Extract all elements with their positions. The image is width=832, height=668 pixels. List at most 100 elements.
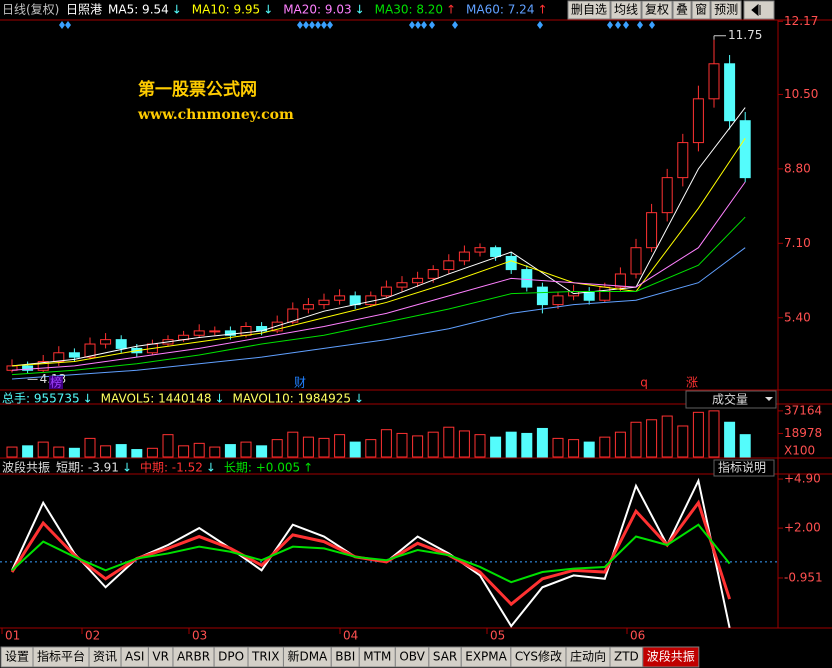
legend-trend: ↓ bbox=[122, 461, 132, 475]
volume-bar bbox=[37, 441, 49, 458]
y-tick-label: 12.17 bbox=[784, 14, 818, 28]
nav-icon bbox=[751, 3, 761, 17]
tab[interactable]: CYS修改 bbox=[515, 649, 562, 664]
candle-body bbox=[490, 247, 502, 257]
tab[interactable]: TRIX bbox=[251, 650, 279, 664]
toolbar-button[interactable]: 叠 bbox=[676, 3, 688, 17]
watermark-url: www.chnmoney.com bbox=[137, 107, 294, 123]
legend-item: MA60: 7.24 bbox=[466, 3, 534, 17]
osc-legend: 长期: +0.005 bbox=[224, 461, 300, 475]
volume-bar bbox=[536, 427, 548, 458]
candle-body bbox=[209, 330, 221, 333]
volume-bar bbox=[84, 437, 96, 458]
help-button-label[interactable]: 指标说明 bbox=[718, 460, 766, 475]
tab[interactable]: 庄动向 bbox=[570, 649, 606, 664]
legend-trend: ↓ bbox=[83, 392, 93, 406]
volume-bar bbox=[568, 439, 580, 458]
volume-bar bbox=[458, 430, 470, 458]
volume-bar bbox=[318, 437, 330, 458]
indicator-select-label[interactable]: 成交量 bbox=[712, 392, 748, 407]
volume-bar bbox=[162, 434, 174, 458]
volume-bar bbox=[302, 436, 314, 458]
tab[interactable]: VR bbox=[152, 650, 169, 664]
tab[interactable]: OBV bbox=[399, 650, 425, 664]
toolbar-button-bg[interactable] bbox=[710, 0, 742, 20]
volume-bar bbox=[583, 441, 595, 458]
tab[interactable]: 指标平台 bbox=[37, 649, 85, 664]
toolbar-button-bg[interactable] bbox=[610, 0, 642, 20]
volume-bar bbox=[739, 434, 751, 458]
volume-legend: MAVOL10: 1984925 bbox=[233, 392, 352, 406]
toolbar-button[interactable]: 删自选 bbox=[571, 3, 607, 17]
signal-diamond bbox=[607, 21, 613, 29]
legend-item: MA10: 9.95 bbox=[192, 3, 260, 17]
tab[interactable]: BBI bbox=[335, 650, 355, 664]
tab[interactable]: ASI bbox=[125, 650, 144, 664]
tab-bg[interactable] bbox=[642, 646, 700, 668]
volume-bar bbox=[380, 429, 392, 458]
volume-bar bbox=[677, 425, 689, 458]
candle-body bbox=[427, 269, 439, 279]
volume-bar bbox=[474, 434, 486, 458]
volume-bar bbox=[209, 446, 221, 458]
volume-bar bbox=[599, 436, 611, 458]
legend-item: MA5: 9.54 bbox=[108, 3, 169, 17]
toolbar-button[interactable]: 均线 bbox=[614, 3, 638, 17]
max-label: 11.75 bbox=[728, 28, 762, 42]
osc-line bbox=[11, 523, 731, 584]
tab[interactable]: ARBR bbox=[177, 650, 210, 664]
y-tick-label: +2.00 bbox=[784, 521, 821, 535]
signal-diamond bbox=[327, 21, 333, 29]
indicator-select[interactable] bbox=[685, 390, 777, 409]
legend-trend: ↓ bbox=[206, 461, 216, 475]
volume-bar bbox=[178, 445, 190, 458]
nav-button[interactable] bbox=[743, 0, 775, 20]
legend-item: MA20: 9.03 bbox=[283, 3, 351, 17]
tab[interactable]: 波段共振 bbox=[647, 649, 695, 664]
volume-bar bbox=[100, 445, 112, 458]
toolbar-button-bg[interactable] bbox=[641, 0, 673, 20]
y-tick-label: 5.40 bbox=[784, 310, 811, 324]
event-marker-bg bbox=[49, 376, 63, 389]
candle-body bbox=[302, 304, 314, 310]
tab[interactable]: 新DMA bbox=[287, 649, 328, 664]
tab[interactable]: DPO bbox=[218, 650, 244, 664]
volume-bar bbox=[287, 431, 299, 458]
candle-body bbox=[458, 251, 470, 262]
candle-body bbox=[380, 286, 392, 297]
candle-body bbox=[646, 212, 658, 249]
toolbar-button[interactable]: 复权 bbox=[645, 3, 669, 17]
osc-legend: 中期: -1.52 bbox=[140, 460, 203, 475]
y-tick-label: -0.951 bbox=[784, 570, 823, 584]
candle-body bbox=[412, 277, 424, 284]
signal-diamond bbox=[309, 21, 315, 29]
volume-bar bbox=[552, 437, 564, 458]
volume-bar bbox=[224, 444, 236, 458]
candle-body bbox=[474, 247, 486, 253]
toolbar-button-bg[interactable] bbox=[691, 0, 711, 20]
legend-trend: ↓ bbox=[355, 3, 365, 17]
volume-bar bbox=[53, 446, 65, 458]
tab[interactable]: 资讯 bbox=[93, 650, 117, 664]
tab[interactable]: 设置 bbox=[5, 650, 29, 664]
x-tick-label: 06 bbox=[630, 629, 645, 643]
x-tick-label: 03 bbox=[192, 629, 207, 643]
toolbar-button[interactable]: 预测 bbox=[714, 3, 738, 17]
tab[interactable]: ZTD bbox=[614, 650, 639, 664]
candle-body bbox=[396, 282, 408, 288]
toolbar-button[interactable]: 窗 bbox=[695, 3, 707, 17]
toolbar-button-bg[interactable] bbox=[672, 0, 692, 20]
toolbar-button-bg[interactable] bbox=[567, 0, 611, 20]
help-button[interactable] bbox=[713, 459, 775, 477]
tab[interactable]: MTM bbox=[363, 650, 391, 664]
tab[interactable]: SAR bbox=[433, 650, 457, 664]
volume-legend: 总手: 955735 bbox=[2, 392, 80, 406]
event-marker: 涨 bbox=[686, 375, 698, 390]
signal-diamond bbox=[429, 21, 435, 29]
tab[interactable]: EXPMA bbox=[465, 650, 507, 664]
volume-bar bbox=[490, 436, 502, 458]
volume-bar bbox=[692, 411, 704, 458]
volume-bar bbox=[131, 449, 143, 458]
unit-label: X100 bbox=[784, 444, 815, 458]
